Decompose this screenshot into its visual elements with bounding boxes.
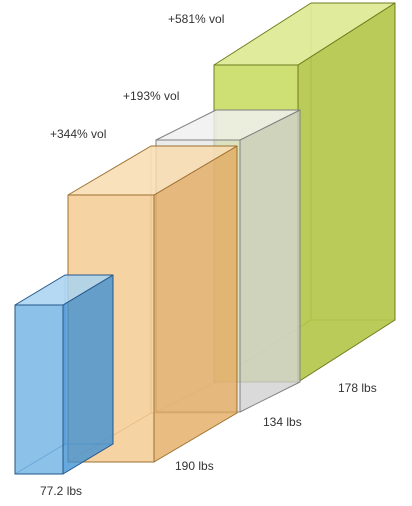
blue-top-face <box>14 274 114 306</box>
weight-label-gray: 134 lbs <box>263 415 302 429</box>
gray-side-face <box>239 109 301 413</box>
volume-label-orange: +344% vol <box>50 127 107 141</box>
volume-label-green: +581% vol <box>168 12 225 26</box>
orange-side-face <box>153 145 238 463</box>
blue-front-face <box>14 304 64 475</box>
orange-top-face <box>67 145 238 196</box>
blue-side-face <box>62 274 114 475</box>
weight-label-blue: 77.2 lbs <box>40 484 83 498</box>
box-blue <box>14 274 114 475</box>
weight-label-green: 178 lbs <box>338 381 377 395</box>
gray-top-face <box>155 109 301 141</box>
green-side-face <box>297 2 396 383</box>
weight-label-orange: 190 lbs <box>175 459 214 473</box>
volume-label-gray: +193% vol <box>123 89 180 103</box>
green-top-face <box>213 2 396 66</box>
